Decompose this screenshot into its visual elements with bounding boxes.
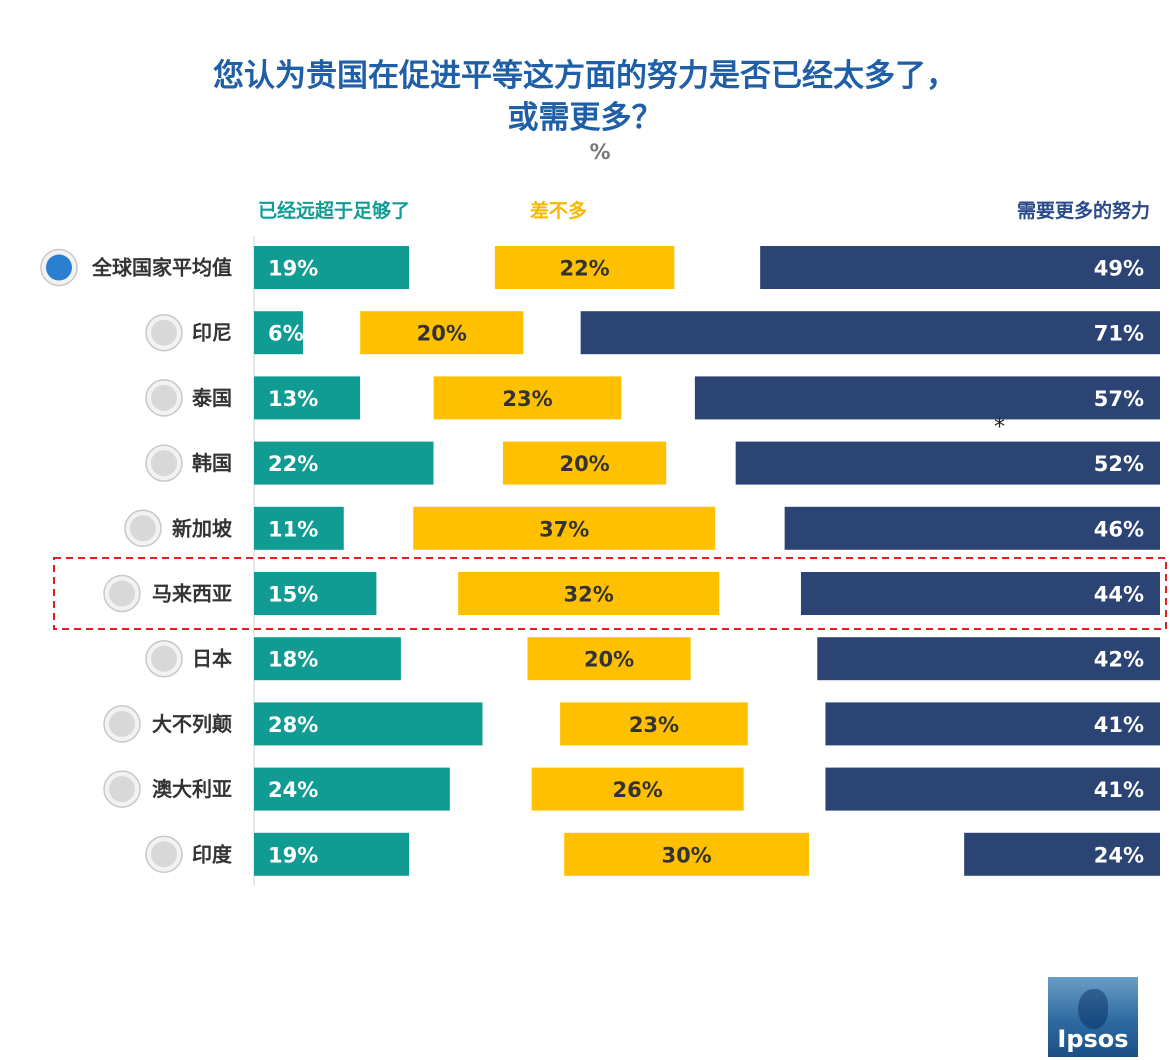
data-label: 32% (564, 583, 614, 607)
flag-inner-icon (151, 319, 177, 346)
bar-about-right (564, 832, 809, 876)
ipsos-logo: Ipsos (1048, 977, 1138, 1057)
logo-head-icon (1078, 989, 1108, 1029)
data-label: 13% (268, 387, 318, 411)
data-label: 22% (559, 257, 609, 281)
flag-inner-icon (109, 776, 135, 803)
flag-inner-icon (109, 580, 135, 607)
bar-too-much (254, 637, 401, 681)
data-label: 71% (1094, 322, 1144, 346)
bar-more-needed (800, 572, 1160, 615)
bar-too-much (254, 376, 361, 420)
bar-about-right (433, 376, 622, 420)
chart-title-line1: 您认为贵国在促进平等这方面的努力是否已经太多了， (213, 58, 957, 94)
data-label: 41% (1094, 713, 1144, 737)
bar-more-needed (964, 832, 1160, 876)
legend-about-right: 差不多 (530, 200, 588, 222)
category-label: 新加坡 (172, 516, 233, 540)
flag-inner-icon (151, 645, 177, 672)
data-label: 11% (268, 517, 318, 541)
chart-title-line2: 或需更多？ (507, 100, 663, 136)
bar-too-much (254, 572, 377, 615)
legend-more-needed: 需要更多的努力 (1016, 200, 1150, 222)
bar-too-much (254, 246, 410, 289)
bar-more-needed (784, 506, 1160, 550)
category-label: 澳大利亚 (152, 777, 232, 801)
data-label: 46% (1094, 517, 1144, 541)
category-label: 马来西亚 (152, 582, 232, 606)
category-label: 泰国 (191, 386, 232, 410)
data-label: 26% (613, 778, 663, 802)
flag-inner-icon (151, 384, 177, 411)
data-label: 24% (1094, 843, 1144, 867)
logo-text: Ipsos (1057, 1025, 1129, 1053)
data-label: 49% (1094, 257, 1144, 281)
category-label: 全球国家平均值 (91, 256, 232, 280)
bar-about-right (503, 441, 667, 485)
data-label: 15% (268, 583, 318, 607)
data-label: 30% (661, 843, 711, 867)
bar-about-right (458, 572, 720, 615)
flag-inner-icon (151, 450, 177, 477)
data-label: 41% (1094, 778, 1144, 802)
data-label: 57% (1094, 387, 1144, 411)
data-label: 24% (268, 778, 318, 802)
flag-inner-icon (151, 841, 177, 868)
data-label: 19% (268, 843, 318, 867)
bar-more-needed (580, 311, 1160, 355)
bar-too-much (254, 441, 434, 485)
data-label: 20% (584, 648, 634, 672)
data-label: 23% (629, 713, 679, 737)
bar-too-much (254, 702, 483, 746)
data-label: 22% (268, 452, 318, 476)
flag-inner-icon (109, 710, 135, 737)
bar-about-right (531, 767, 744, 811)
category-label: 大不列颠 (152, 712, 232, 736)
data-label: 44% (1094, 583, 1144, 607)
data-label: 19% (268, 257, 318, 281)
annotation-asterisk: * (994, 415, 1005, 440)
category-label: 印度 (192, 842, 233, 866)
category-label: 韩国 (192, 451, 232, 475)
bar-about-right (527, 637, 691, 681)
bar-more-needed (825, 767, 1160, 811)
bar-more-needed (735, 441, 1160, 485)
data-label: 52% (1094, 452, 1144, 476)
bar-too-much (254, 311, 303, 355)
bar-more-needed (760, 246, 1160, 289)
data-label: 28% (268, 713, 318, 737)
data-label: 6% (268, 322, 304, 346)
bar-more-needed (694, 376, 1160, 420)
bar-too-much (254, 506, 344, 550)
data-label: 20% (417, 322, 467, 346)
bar-about-right (360, 311, 524, 355)
data-label: 37% (539, 517, 589, 541)
data-label: 20% (559, 452, 609, 476)
data-label: 42% (1094, 648, 1144, 672)
flag-inner-icon (130, 515, 156, 542)
flag-inner-icon (46, 254, 72, 281)
bar-about-right (560, 702, 748, 746)
bar-too-much (254, 832, 410, 876)
legend-too-much: 已经远超于足够了 (258, 200, 411, 222)
bar-more-needed (817, 637, 1160, 681)
chart-unit-label: % (589, 140, 611, 164)
category-label: 日本 (192, 647, 232, 671)
data-label: 23% (502, 387, 552, 411)
bar-about-right (494, 246, 675, 289)
bar-more-needed (825, 702, 1160, 746)
data-label: 18% (268, 648, 318, 672)
bar-about-right (413, 506, 716, 550)
highlight-box (53, 557, 1167, 630)
bar-too-much (254, 767, 450, 811)
category-label: 印尼 (192, 321, 232, 345)
